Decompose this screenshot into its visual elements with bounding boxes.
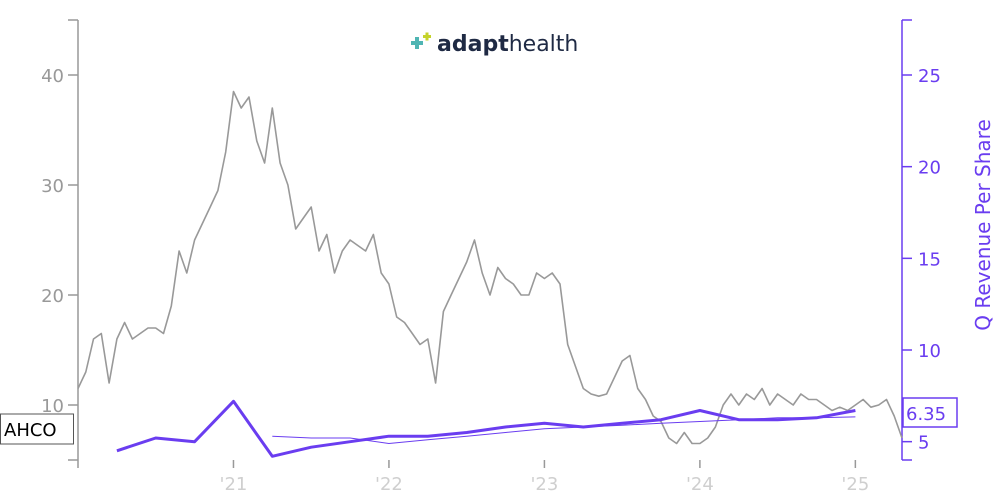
logo-text-adapt: adapt [437, 32, 509, 57]
y-left-tick-label: 40 [41, 66, 64, 87]
ticker-label: AHCO [4, 420, 57, 441]
y-left-tick-label: 10 [41, 396, 64, 417]
y-left-tick-label: 30 [41, 176, 64, 197]
y-right-tick-label: 5 [918, 433, 929, 454]
revenue-series-line [116, 399, 856, 458]
y-left-tick-label: 20 [41, 286, 64, 307]
x-tick-label: '22 [375, 474, 403, 495]
current-value-label: 6.35 [906, 404, 946, 425]
axes-layer: 10 20 30 40 5 10 15 20 25 '21 '22 '23 '24 '25 [41, 19, 941, 495]
y-right-tick-label: 25 [918, 66, 941, 87]
x-tick-label: '23 [530, 474, 558, 495]
logo-text-health: health [509, 32, 579, 57]
current-value-badge: 6.35 [902, 397, 958, 428]
x-tick-label: '25 [841, 474, 869, 495]
y-axis-right-label: Q Revenue Per Share [971, 119, 995, 331]
y-right-tick-label: 20 [918, 158, 941, 179]
price-series-line [77, 90, 903, 445]
y-right-tick-label: 15 [918, 249, 941, 270]
adapthealth-logo: adapthealth [411, 32, 578, 57]
svg-text:adapthealth: adapthealth [437, 32, 578, 57]
ticker-badge: AHCO [0, 413, 74, 445]
revenue-trend-line [272, 416, 856, 444]
x-tick-label: '21 [220, 474, 248, 495]
x-tick-label: '24 [686, 474, 714, 495]
plus-logo-icon [411, 32, 431, 49]
y-right-tick-label: 10 [918, 341, 941, 362]
series-layer [77, 90, 903, 458]
